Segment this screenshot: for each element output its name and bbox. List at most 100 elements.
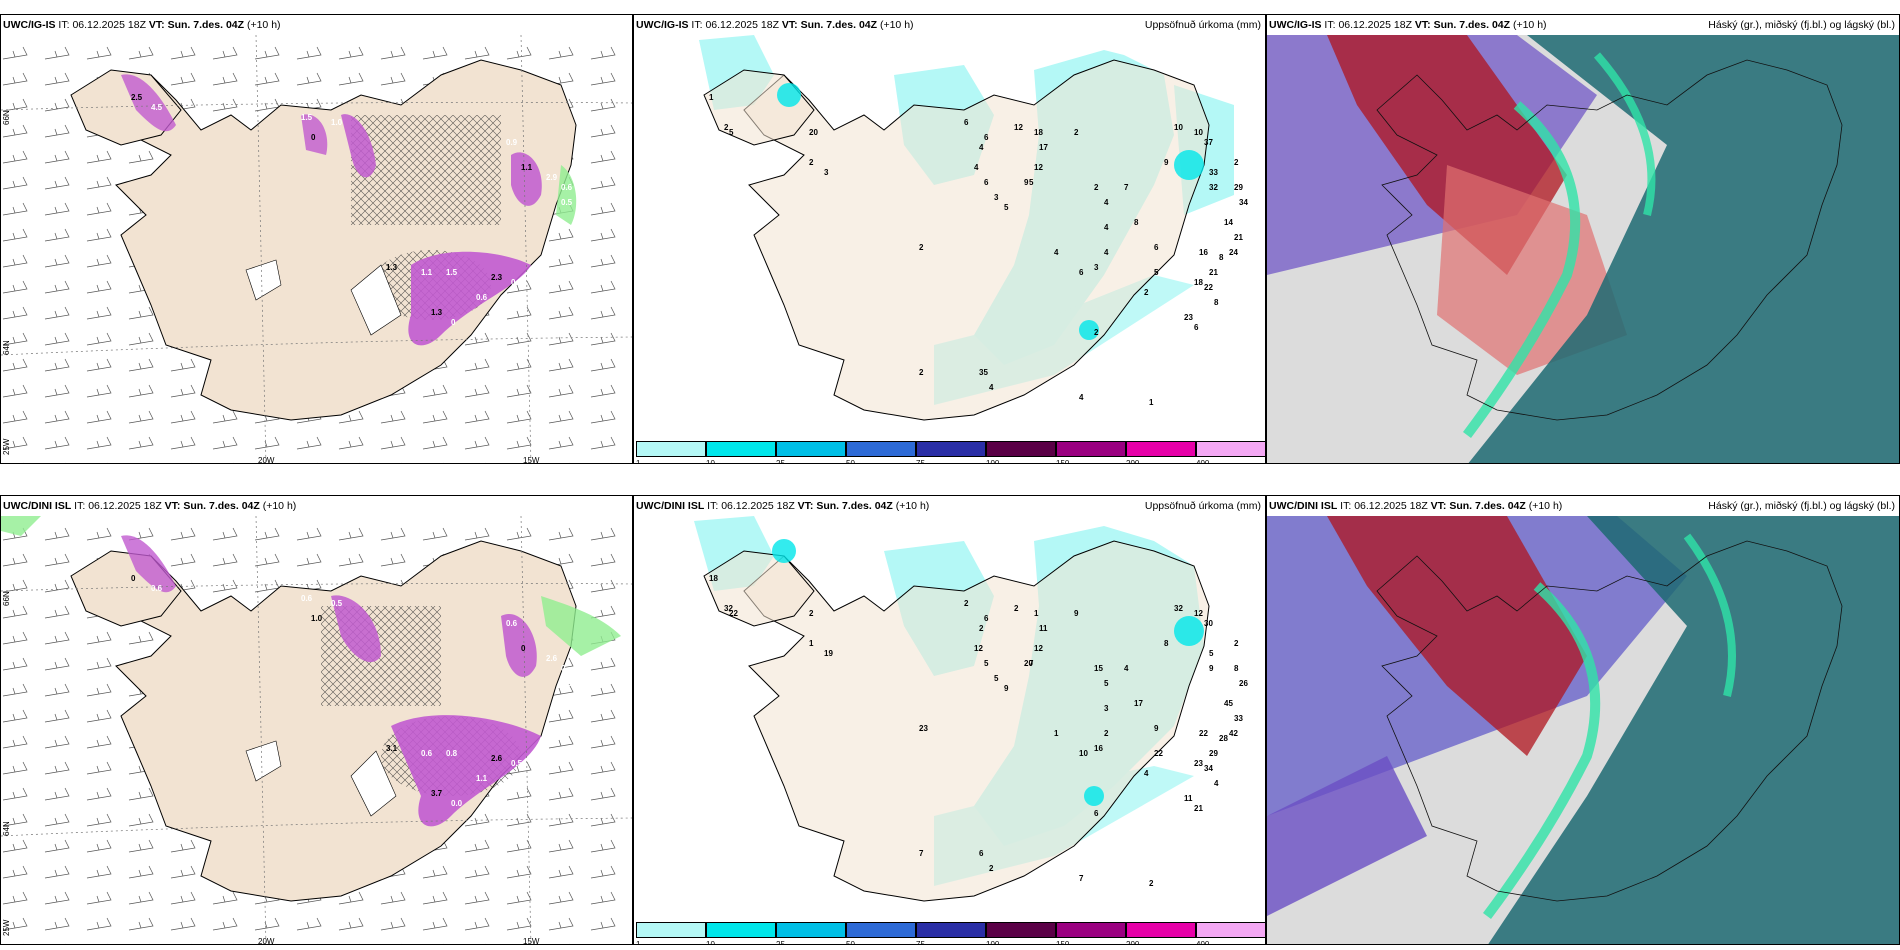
precip-value-label: 6 xyxy=(964,118,969,127)
precip-magenta xyxy=(408,251,531,346)
precip-value-label: 18 xyxy=(1194,278,1203,287)
map-precip-label: 1.1 xyxy=(521,163,533,172)
precip-value-label: 29 xyxy=(1209,749,1218,758)
precip-value-label: 2 xyxy=(1104,729,1109,738)
panel-header: UWC/DINI ISL IT: 06.12.2025 18Z VT: Sun.… xyxy=(1269,500,1563,512)
graticule xyxy=(1,515,632,944)
panel-title: Uppsöfnuð úrkoma (mm) xyxy=(1144,500,1261,512)
precip-value-label: 18 xyxy=(1034,128,1043,137)
precip-value-label: 6 xyxy=(984,133,989,142)
lat-label: 25W xyxy=(2,919,11,936)
precip-value-label: 22 xyxy=(1154,749,1163,758)
panel-header: UWC/IG-IS IT: 06.12.2025 18Z VT: Sun. 7.… xyxy=(636,19,914,31)
map-precip-label: 1.0 xyxy=(311,614,323,623)
colorbar-tick: 400 xyxy=(1196,940,1210,945)
precip-value-label: 9 xyxy=(1154,724,1159,733)
precip-value-label: 9 xyxy=(1004,684,1009,693)
panel-clouds-row2: UWC/DINI ISL IT: 06.12.2025 18Z VT: Sun.… xyxy=(1266,495,1900,945)
precip-value-label: 32 xyxy=(1209,183,1218,192)
map-precip-label: 2.3 xyxy=(491,273,503,282)
precip-value-label: 18 xyxy=(709,574,718,583)
colorbar-tick: 1 xyxy=(636,459,641,464)
map-precip-label: 0.6 xyxy=(421,749,433,758)
precip-value-label: 8 xyxy=(1134,218,1139,227)
precip-value-label: 12 xyxy=(1014,123,1023,132)
colorbar-tick: 25 xyxy=(776,459,785,464)
precip-core xyxy=(1174,616,1204,646)
map-precip-label: 1.0 xyxy=(331,118,343,127)
precip-value-label: 29 xyxy=(1234,183,1243,192)
precip-value-label: 3 xyxy=(824,168,829,177)
precip-value-label: 12 xyxy=(974,644,983,653)
cloud-mid xyxy=(1468,35,1899,463)
colorbar-tick: 75 xyxy=(916,940,925,945)
panel-header: UWC/DINI ISL IT: 06.12.2025 18Z VT: Sun.… xyxy=(3,500,297,512)
precip-value-label: 1 xyxy=(809,639,814,648)
precip-value-label: 2 xyxy=(1234,158,1239,167)
precip-value-label: 21 xyxy=(1234,233,1243,242)
colorbar-swatch xyxy=(636,922,706,938)
precip-value-label: 21 xyxy=(1209,268,1218,277)
panel-title: Háský (gr.), miðský (fj.bl.) og lágský (… xyxy=(1708,500,1895,512)
precip-value-label: 42 xyxy=(1229,729,1238,738)
colorbar-swatch xyxy=(986,441,1056,457)
lat-label: 25W xyxy=(2,438,11,455)
precip-value-label: 4 xyxy=(1104,223,1109,232)
precip-value-label: 2 xyxy=(989,864,994,873)
colorbar-swatch xyxy=(636,441,706,457)
precip-value-label: 34 xyxy=(1204,764,1213,773)
map-precip-label: 0 xyxy=(451,318,456,327)
precip-value-label: 26 xyxy=(1239,679,1248,688)
lat-label: 64N xyxy=(2,821,11,836)
map-precip-label: 0.6 xyxy=(506,619,518,628)
cloud-edge xyxy=(1683,533,1736,697)
precip-value-label: 28 xyxy=(1219,734,1228,743)
precip-value-label: 10 xyxy=(1079,749,1088,758)
lon-label: 15W xyxy=(523,937,540,945)
map-precip-label: 0.0 xyxy=(451,799,463,808)
colorbar-swatch xyxy=(1196,922,1265,938)
colorbar-tick: 150 xyxy=(1056,459,1070,464)
precip-value-label: 5 xyxy=(729,128,734,137)
lat-label: 66N xyxy=(2,591,11,606)
precip-value-label: 2 xyxy=(1074,128,1079,137)
precip-value-label: 5 xyxy=(1154,268,1159,277)
map-precip-label: 1.1 xyxy=(476,774,488,783)
map-precip-label: 1.5 xyxy=(301,113,313,122)
glacier xyxy=(350,750,397,817)
precip-magenta xyxy=(301,114,328,155)
lat-label: 64N xyxy=(2,340,11,355)
precip-value-label: 10 xyxy=(1174,123,1183,132)
precip-magenta xyxy=(501,614,537,677)
precip-value-label: 19 xyxy=(824,649,833,658)
precip-value-label: 21 xyxy=(1194,804,1203,813)
colorbar-tick: 200 xyxy=(1126,940,1140,945)
precip-value-label: 2 xyxy=(724,123,729,132)
precip-value-label: 2 xyxy=(919,243,924,252)
map-precip-label: 0 xyxy=(311,133,316,142)
precip-value-label: 3 xyxy=(994,193,999,202)
precip-value-label: 20 xyxy=(1024,659,1033,668)
precip-magenta xyxy=(121,74,176,132)
colorbar-tick: 1 xyxy=(636,940,641,945)
precip-value-label: 8 xyxy=(1214,298,1219,307)
colorbar-swatch xyxy=(706,441,776,457)
colorbar-swatch xyxy=(846,441,916,457)
map-precip-label: 0.9 xyxy=(506,138,518,147)
precip-magenta xyxy=(331,595,381,663)
precip-value-label: 16 xyxy=(1199,248,1208,257)
cloud-red xyxy=(1327,516,1587,756)
cloud-mid xyxy=(1488,516,1899,944)
precip-value-label: 6 xyxy=(979,849,984,858)
colorbar-swatch xyxy=(1056,441,1126,457)
precip-magenta xyxy=(511,152,542,206)
map-precip-label: 0 xyxy=(521,644,526,653)
precip-value-label: 23 xyxy=(1184,313,1193,322)
colorbar-tick: 400 xyxy=(1196,459,1210,464)
panel-accum-precip-row2: UWC/DINI ISL IT: 06.12.2025 18Z VT: Sun.… xyxy=(633,495,1266,945)
precip-value-labels: 125 2023612181712964463552244634786910103… xyxy=(709,93,1248,407)
precip-value-label: 9 xyxy=(1074,609,1079,618)
precip-value-label: 11 xyxy=(1184,794,1193,803)
lat-label: 66N xyxy=(2,110,11,125)
